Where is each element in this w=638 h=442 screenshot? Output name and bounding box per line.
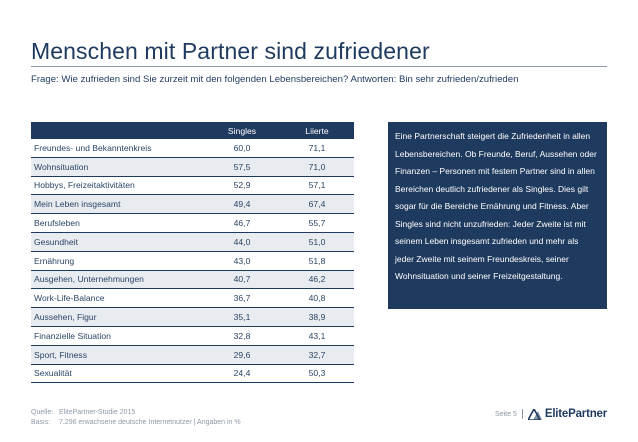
liierte-value: 51,0 bbox=[280, 232, 354, 252]
footnote: Quelle: ElitePartner-Studie 2015 Basis: 7.… bbox=[31, 408, 241, 428]
table-row: Gesundheit 44,0 51,0 bbox=[31, 232, 354, 252]
row-label: Wohnsituation bbox=[31, 157, 204, 177]
table-row: Sexualität 24,4 50,3 bbox=[31, 364, 354, 384]
row-label: Sport, Fitness bbox=[31, 345, 204, 365]
row-label: Sexualität bbox=[31, 364, 204, 384]
liierte-value: 51,8 bbox=[280, 251, 354, 271]
row-label: Aussehen, Figur bbox=[31, 307, 204, 327]
liierte-value: 55,7 bbox=[280, 213, 354, 233]
table-body: Freundes- und Bekanntenkreis 60,0 71,1 Wohn… bbox=[31, 139, 354, 384]
survey-question: Frage: Wie zufrieden sind Sie zurzeit mi… bbox=[31, 74, 519, 85]
singles-value: 40,7 bbox=[204, 270, 280, 290]
singles-value: 24,4 bbox=[204, 364, 280, 384]
table-row: Hobbys, Freizeitaktivitäten 52,9 57,1 bbox=[31, 176, 354, 196]
singles-value: 57,5 bbox=[204, 157, 280, 177]
table-row: Work-Life-Balance 36,7 40,8 bbox=[31, 288, 354, 309]
basis-value: 7.296 erwachsene deutsche Internetnutzer… bbox=[59, 419, 241, 426]
header-singles: Singles bbox=[204, 122, 280, 139]
satisfaction-table: Singles Liierte Freundes- und Bekanntenk… bbox=[31, 122, 354, 384]
header-label bbox=[31, 122, 204, 139]
liierte-value: 71,1 bbox=[280, 139, 354, 158]
table-row: Mein Leben insgesamt 49,4 67,4 bbox=[31, 194, 354, 215]
source-value: ElitePartner-Studie 2015 bbox=[59, 409, 136, 416]
table-row: Finanzielle Situation 32,8 43,1 bbox=[31, 326, 354, 346]
singles-value: 52,9 bbox=[204, 176, 280, 196]
liierte-value: 38,9 bbox=[280, 307, 354, 327]
singles-value: 35,1 bbox=[204, 307, 280, 327]
header-liierte: Liierte bbox=[280, 122, 354, 139]
singles-value: 43,0 bbox=[204, 251, 280, 271]
liierte-value: 57,1 bbox=[280, 176, 354, 196]
title-divider bbox=[31, 66, 607, 67]
table-row: Berufsleben 46,7 55,7 bbox=[31, 213, 354, 233]
page-title: Menschen mit Partner sind zufriedener bbox=[31, 38, 430, 64]
elitepartner-logo-icon bbox=[527, 408, 542, 420]
table-row: Ernährung 43,0 51,8 bbox=[31, 251, 354, 271]
source-line: Quelle: ElitePartner-Studie 2015 bbox=[31, 408, 241, 418]
table-row: Ausgehen, Unternehmungen 40,7 46,2 bbox=[31, 270, 354, 290]
row-label: Finanzielle Situation bbox=[31, 326, 204, 346]
basis-label: Basis: bbox=[31, 419, 51, 426]
liierte-value: 43,1 bbox=[280, 326, 354, 346]
singles-value: 46,7 bbox=[204, 213, 280, 233]
row-label: Ernährung bbox=[31, 251, 204, 271]
logo-text: ElitePartner bbox=[544, 408, 607, 420]
basis-line: Basis: 7.296 erwachsene deutsche Internet… bbox=[31, 418, 241, 428]
footer-branding: Seite 5 ElitePartner bbox=[495, 408, 607, 420]
summary-textbox: Eine Partnerschaft steigert die Zufriede… bbox=[388, 122, 607, 309]
liierte-value: 50,3 bbox=[280, 364, 354, 384]
liierte-value: 71,0 bbox=[280, 157, 354, 177]
liierte-value: 40,8 bbox=[280, 288, 354, 309]
row-label: Freundes- und Bekanntenkreis bbox=[31, 139, 204, 158]
footer-separator bbox=[521, 409, 523, 419]
singles-value: 44,0 bbox=[204, 232, 280, 252]
row-label: Berufsleben bbox=[31, 213, 204, 233]
table-row: Sport, Fitness 29,6 32,7 bbox=[31, 345, 354, 365]
table-row: Aussehen, Figur 35,1 38,9 bbox=[31, 307, 354, 327]
liierte-value: 46,2 bbox=[280, 270, 354, 290]
singles-value: 49,4 bbox=[204, 194, 280, 215]
singles-value: 60,0 bbox=[204, 139, 280, 158]
liierte-value: 67,4 bbox=[280, 194, 354, 215]
singles-value: 29,6 bbox=[204, 345, 280, 365]
page-number: Seite 5 bbox=[495, 410, 517, 418]
table-header-row: Singles Liierte bbox=[31, 122, 354, 139]
singles-value: 32,8 bbox=[204, 326, 280, 346]
table-row: Freundes- und Bekanntenkreis 60,0 71,1 bbox=[31, 139, 354, 158]
row-label: Mein Leben insgesamt bbox=[31, 194, 204, 215]
row-label: Work-Life-Balance bbox=[31, 288, 204, 309]
row-label: Ausgehen, Unternehmungen bbox=[31, 270, 204, 290]
source-label: Quelle: bbox=[31, 409, 54, 416]
table-row: Wohnsituation 57,5 71,0 bbox=[31, 157, 354, 177]
row-label: Gesundheit bbox=[31, 232, 204, 252]
row-label: Hobbys, Freizeitaktivitäten bbox=[31, 176, 204, 196]
singles-value: 36,7 bbox=[204, 288, 280, 309]
liierte-value: 32,7 bbox=[280, 345, 354, 365]
